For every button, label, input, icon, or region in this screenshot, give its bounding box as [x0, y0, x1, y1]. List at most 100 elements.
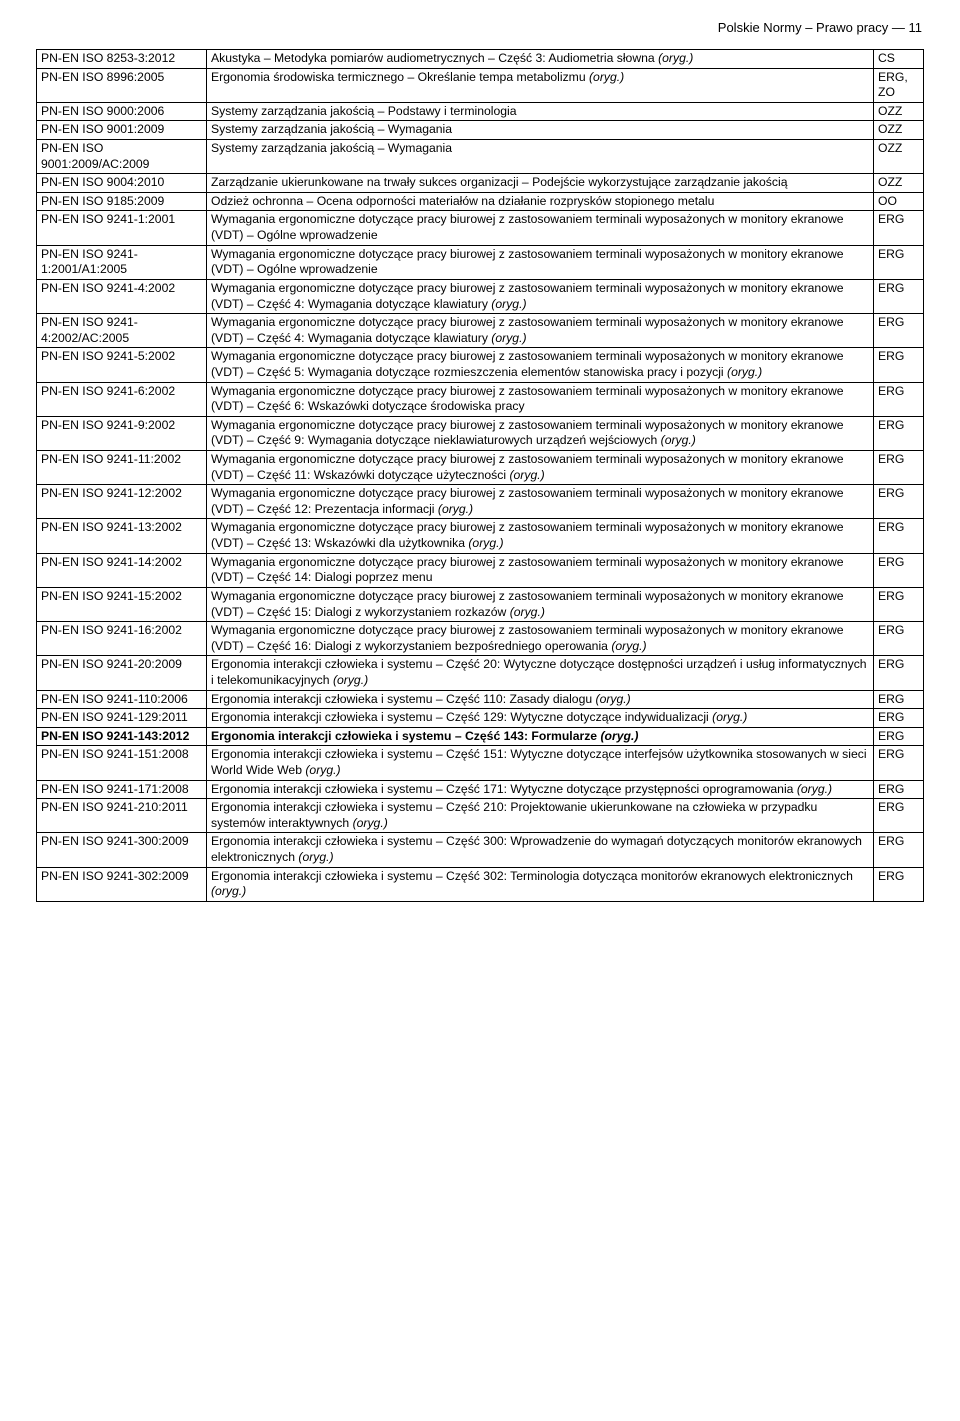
- table-row: PN-EN ISO 9241-1:2001/A1:2005Wymagania e…: [37, 245, 924, 279]
- table-row: PN-EN ISO 9001:2009/AC:2009Systemy zarzą…: [37, 140, 924, 174]
- standard-tag: ERG: [874, 416, 924, 450]
- standard-title: Wymagania ergonomiczne dotyczące pracy b…: [207, 451, 874, 485]
- standard-code: PN-EN ISO 9241-1:2001/A1:2005: [37, 245, 207, 279]
- standard-title: Odzież ochronna – Ocena odporności mater…: [207, 192, 874, 211]
- standard-title: Ergonomia interakcji człowieka i systemu…: [207, 746, 874, 780]
- standard-title: Wymagania ergonomiczne dotyczące pracy b…: [207, 416, 874, 450]
- standard-title: Akustyka – Metodyka pomiarów audiometryc…: [207, 50, 874, 69]
- standard-code: PN-EN ISO 9241-110:2006: [37, 690, 207, 709]
- standard-title: Systemy zarządzania jakością – Wymagania: [207, 121, 874, 140]
- standard-code: PN-EN ISO 9241-16:2002: [37, 622, 207, 656]
- standard-tag: ERG: [874, 587, 924, 621]
- standard-title: Wymagania ergonomiczne dotyczące pracy b…: [207, 314, 874, 348]
- standard-code: PN-EN ISO 9241-6:2002: [37, 382, 207, 416]
- table-row: PN-EN ISO 9241-129:2011Ergonomia interak…: [37, 709, 924, 728]
- table-row: PN-EN ISO 9241-300:2009Ergonomia interak…: [37, 833, 924, 867]
- table-row: PN-EN ISO 9241-151:2008Ergonomia interak…: [37, 746, 924, 780]
- standard-title: Zarządzanie ukierunkowane na trwały sukc…: [207, 174, 874, 193]
- table-row: PN-EN ISO 9241-15:2002Wymagania ergonomi…: [37, 587, 924, 621]
- standard-code: PN-EN ISO 9241-4:2002/AC:2005: [37, 314, 207, 348]
- standard-title: Ergonomia interakcji człowieka i systemu…: [207, 727, 874, 746]
- standard-code: PN-EN ISO 9241-151:2008: [37, 746, 207, 780]
- table-row: PN-EN ISO 8996:2005Ergonomia środowiska …: [37, 68, 924, 102]
- standard-tag: ERG: [874, 211, 924, 245]
- standard-title: Wymagania ergonomiczne dotyczące pracy b…: [207, 245, 874, 279]
- standard-tag: ERG: [874, 622, 924, 656]
- table-row: PN-EN ISO 9000:2006Systemy zarządzania j…: [37, 102, 924, 121]
- standard-title: Wymagania ergonomiczne dotyczące pracy b…: [207, 622, 874, 656]
- standard-code: PN-EN ISO 9241-15:2002: [37, 587, 207, 621]
- table-row: PN-EN ISO 9241-110:2006Ergonomia interak…: [37, 690, 924, 709]
- table-row: PN-EN ISO 9241-6:2002Wymagania ergonomic…: [37, 382, 924, 416]
- table-row: PN-EN ISO 9241-302:2009Ergonomia interak…: [37, 867, 924, 901]
- standard-tag: ERG: [874, 690, 924, 709]
- standard-tag: ERG: [874, 245, 924, 279]
- standard-code: PN-EN ISO 9241-129:2011: [37, 709, 207, 728]
- standard-title: Wymagania ergonomiczne dotyczące pracy b…: [207, 519, 874, 553]
- table-row: PN-EN ISO 9241-14:2002Wymagania ergonomi…: [37, 553, 924, 587]
- standard-code: PN-EN ISO 9241-5:2002: [37, 348, 207, 382]
- standard-code: PN-EN ISO 9000:2006: [37, 102, 207, 121]
- table-row: PN-EN ISO 9241-16:2002Wymagania ergonomi…: [37, 622, 924, 656]
- standard-code: PN-EN ISO 9241-13:2002: [37, 519, 207, 553]
- table-row: PN-EN ISO 9241-9:2002Wymagania ergonomic…: [37, 416, 924, 450]
- standard-code: PN-EN ISO 9241-4:2002: [37, 279, 207, 313]
- standard-code: PN-EN ISO 9241-1:2001: [37, 211, 207, 245]
- standard-title: Ergonomia interakcji człowieka i systemu…: [207, 709, 874, 728]
- standard-tag: ERG: [874, 451, 924, 485]
- table-row: PN-EN ISO 9001:2009Systemy zarządzania j…: [37, 121, 924, 140]
- standard-tag: ERG: [874, 314, 924, 348]
- table-row: PN-EN ISO 9241-143:2012Ergonomia interak…: [37, 727, 924, 746]
- standard-title: Ergonomia interakcji człowieka i systemu…: [207, 867, 874, 901]
- standard-code: PN-EN ISO 9241-300:2009: [37, 833, 207, 867]
- standard-tag: ERG: [874, 833, 924, 867]
- standard-code: PN-EN ISO 9241-20:2009: [37, 656, 207, 690]
- standard-code: PN-EN ISO 9241-14:2002: [37, 553, 207, 587]
- standard-tag: OZZ: [874, 140, 924, 174]
- standard-tag: OZZ: [874, 174, 924, 193]
- standard-title: Ergonomia interakcji człowieka i systemu…: [207, 799, 874, 833]
- table-row: PN-EN ISO 9185:2009Odzież ochronna – Oce…: [37, 192, 924, 211]
- standard-tag: ERG: [874, 382, 924, 416]
- standard-title: Ergonomia interakcji człowieka i systemu…: [207, 656, 874, 690]
- standard-title: Ergonomia interakcji człowieka i systemu…: [207, 690, 874, 709]
- standard-code: PN-EN ISO 9241-171:2008: [37, 780, 207, 799]
- table-row: PN-EN ISO 9241-11:2002Wymagania ergonomi…: [37, 451, 924, 485]
- standard-tag: OO: [874, 192, 924, 211]
- standard-tag: ERG: [874, 746, 924, 780]
- standard-code: PN-EN ISO 9241-11:2002: [37, 451, 207, 485]
- table-row: PN-EN ISO 9241-210:2011Ergonomia interak…: [37, 799, 924, 833]
- standard-tag: OZZ: [874, 102, 924, 121]
- standard-tag: ERG: [874, 867, 924, 901]
- table-row: PN-EN ISO 9241-20:2009Ergonomia interakc…: [37, 656, 924, 690]
- standard-tag: ERG: [874, 279, 924, 313]
- standard-code: PN-EN ISO 9001:2009: [37, 121, 207, 140]
- standard-code: PN-EN ISO 9004:2010: [37, 174, 207, 193]
- standard-tag: OZZ: [874, 121, 924, 140]
- table-row: PN-EN ISO 9241-1:2001Wymagania ergonomic…: [37, 211, 924, 245]
- standard-tag: ERG, ZO: [874, 68, 924, 102]
- standard-title: Systemy zarządzania jakością – Wymagania: [207, 140, 874, 174]
- standard-code: PN-EN ISO 9185:2009: [37, 192, 207, 211]
- standard-code: PN-EN ISO 9241-302:2009: [37, 867, 207, 901]
- standard-title: Ergonomia środowiska termicznego – Okreś…: [207, 68, 874, 102]
- standard-title: Wymagania ergonomiczne dotyczące pracy b…: [207, 587, 874, 621]
- standard-code: PN-EN ISO 8996:2005: [37, 68, 207, 102]
- standard-title: Wymagania ergonomiczne dotyczące pracy b…: [207, 348, 874, 382]
- standard-tag: ERG: [874, 485, 924, 519]
- standard-title: Wymagania ergonomiczne dotyczące pracy b…: [207, 279, 874, 313]
- standard-title: Wymagania ergonomiczne dotyczące pracy b…: [207, 211, 874, 245]
- standard-title: Wymagania ergonomiczne dotyczące pracy b…: [207, 382, 874, 416]
- standards-table: PN-EN ISO 8253-3:2012Akustyka – Metodyka…: [36, 49, 924, 902]
- standard-code: PN-EN ISO 9241-210:2011: [37, 799, 207, 833]
- standard-code: PN-EN ISO 9001:2009/AC:2009: [37, 140, 207, 174]
- standard-tag: ERG: [874, 780, 924, 799]
- standard-tag: ERG: [874, 656, 924, 690]
- page-header: Polskie Normy – Prawo pracy — 11: [36, 20, 924, 35]
- standard-title: Wymagania ergonomiczne dotyczące pracy b…: [207, 553, 874, 587]
- standard-code: PN-EN ISO 9241-12:2002: [37, 485, 207, 519]
- standard-tag: ERG: [874, 519, 924, 553]
- standard-tag: ERG: [874, 553, 924, 587]
- standard-tag: ERG: [874, 709, 924, 728]
- table-row: PN-EN ISO 9241-13:2002Wymagania ergonomi…: [37, 519, 924, 553]
